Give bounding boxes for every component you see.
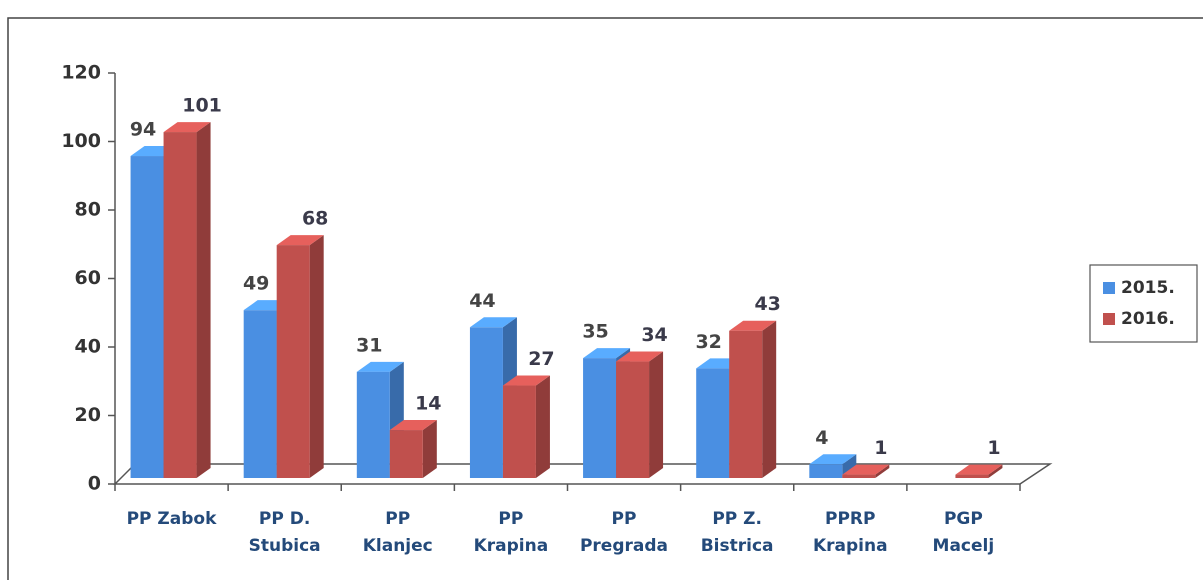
data-label: 34 (641, 324, 667, 346)
data-label: 4 (815, 427, 828, 449)
bar-top (356, 361, 404, 372)
data-label: 14 (415, 393, 441, 415)
bar-side (535, 375, 550, 478)
bar (616, 361, 650, 478)
bar-top (469, 317, 517, 328)
bar-top (955, 464, 1003, 475)
data-label: 35 (582, 321, 608, 343)
y-tick-label: 120 (61, 62, 101, 84)
legend-label: 2015. (1121, 278, 1175, 298)
data-label: 94 (130, 119, 156, 141)
bar-top (502, 375, 550, 386)
bar-side (649, 351, 664, 478)
data-label: 27 (528, 348, 554, 370)
bar-top (276, 235, 324, 246)
legend-swatch (1103, 282, 1115, 294)
bar (356, 371, 390, 478)
bar-top (389, 420, 437, 431)
frame (7, 17, 1203, 580)
x-tick-label: PP Klanjec (362, 509, 433, 556)
bar-side (196, 122, 211, 478)
bar (842, 474, 876, 478)
bar-top (729, 320, 777, 331)
data-label: 68 (302, 208, 328, 230)
x-tick-label: PP Krapina (473, 509, 549, 556)
bar-top (809, 454, 857, 465)
bar (502, 385, 536, 478)
data-label: 49 (243, 273, 269, 295)
bar-side (875, 464, 890, 478)
data-label: 31 (356, 334, 382, 356)
y-tick-label: 20 (75, 404, 101, 426)
bar-side (422, 420, 437, 478)
bar (389, 430, 423, 478)
bar (130, 156, 164, 479)
x-tick-label: PP D. Stubica (248, 509, 321, 556)
bar (729, 330, 763, 478)
x-tick-label: PP Pregrada (579, 509, 669, 556)
bar-side (762, 320, 777, 478)
data-label: 101 (182, 95, 222, 117)
bar (696, 368, 730, 478)
bar (243, 310, 277, 478)
x-tick-label: PGP Macelj (932, 509, 995, 556)
data-label: 44 (469, 290, 495, 312)
x-tick-label: PP Z. Bistrica (700, 509, 774, 556)
y-tick-label: 40 (75, 336, 101, 358)
y-tick-label: 100 (61, 130, 101, 152)
bar-top (583, 348, 631, 359)
data-label: 32 (695, 331, 721, 353)
bar (276, 245, 310, 478)
bar-side (309, 235, 324, 478)
y-tick-label: 80 (75, 199, 101, 221)
bar (809, 464, 843, 478)
y-tick-label: 60 (75, 267, 101, 289)
bar (583, 358, 617, 478)
legend-label: 2016. (1121, 309, 1175, 329)
bar (955, 474, 989, 478)
bar-top (616, 351, 664, 362)
bar-top (842, 464, 890, 475)
data-label: 1 (874, 437, 887, 459)
data-label: 1 (987, 437, 1000, 459)
data-label: 43 (754, 293, 780, 315)
legend-swatch (1103, 313, 1115, 325)
bar-side (988, 464, 1003, 478)
bar (163, 132, 197, 478)
x-tick-label: PP Zabok (126, 509, 217, 529)
x-tick-label: PPRP Krapina (812, 509, 888, 556)
y-tick-label: 0 (88, 473, 101, 495)
legend-box (1089, 264, 1198, 343)
bar-top (163, 122, 211, 133)
bar (469, 327, 503, 478)
